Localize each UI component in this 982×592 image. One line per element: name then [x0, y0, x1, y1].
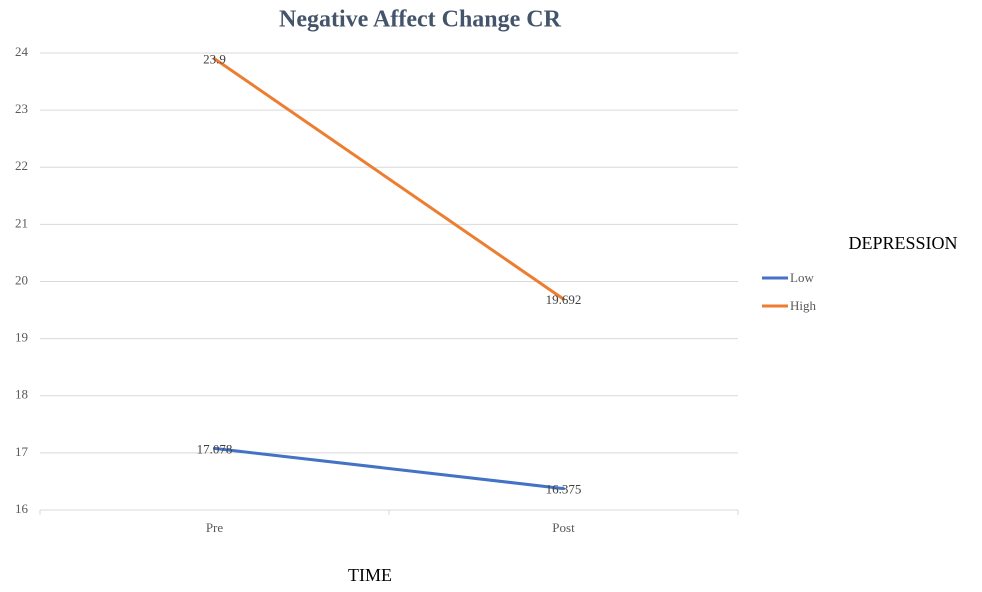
y-tick-label: 21	[15, 215, 28, 230]
chart-title: Negative Affect Change CR	[279, 7, 562, 33]
legend-label: High	[790, 298, 817, 313]
y-tick-label: 16	[15, 501, 29, 516]
y-tick-label: 23	[15, 101, 28, 116]
data-label: 19.692	[546, 292, 582, 307]
x-axis-title: TIME	[348, 565, 392, 585]
data-label: 23.9	[203, 52, 226, 67]
legend-label: Low	[790, 270, 814, 285]
y-tick-label: 24	[15, 44, 29, 59]
x-tick-label: Pre	[206, 520, 224, 535]
x-tick-label: Post	[552, 520, 575, 535]
series-line	[213, 57, 565, 301]
series-line	[213, 446, 565, 491]
y-tick-label: 18	[15, 387, 28, 402]
legend-title: DEPRESSION	[848, 233, 957, 253]
y-tick-label: 20	[15, 272, 28, 287]
y-tick-label: 22	[15, 158, 28, 173]
data-label: 16.375	[546, 482, 582, 497]
y-tick-label: 19	[15, 330, 28, 345]
y-tick-label: 17	[15, 444, 29, 459]
data-label: 17.078	[197, 441, 233, 456]
